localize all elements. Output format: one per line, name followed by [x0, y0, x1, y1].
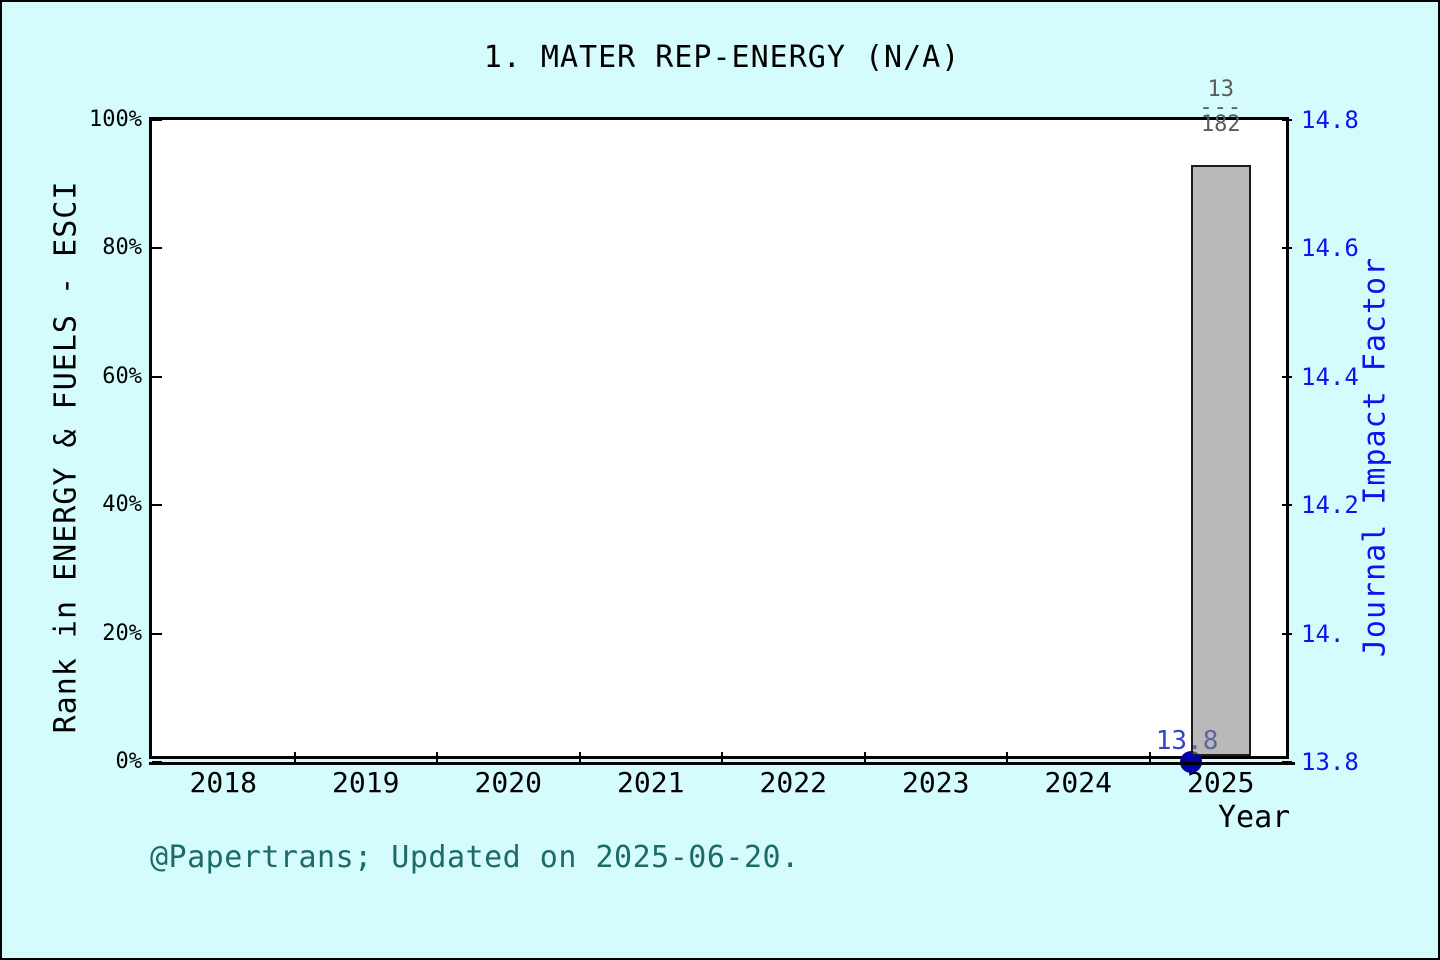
plot-area: 13.8 — [149, 117, 1295, 773]
right-axis-tick-label: 14. — [1301, 619, 1345, 648]
x-axis-tick — [436, 752, 438, 762]
x-axis-tick-label: 2024 — [1044, 766, 1112, 799]
rank-fraction-denominator: 182 — [1200, 112, 1241, 137]
x-axis-tick — [721, 752, 723, 762]
x-axis-tick — [1006, 752, 1008, 762]
right-axis-tick-label: 14.8 — [1301, 106, 1359, 134]
left-axis-tick-label: 20% — [102, 620, 142, 646]
chart-title: 1. MATER REP-ENERGY (N/A) — [483, 40, 961, 75]
x-axis-tick-label: 2023 — [902, 766, 970, 799]
left-axis-title: Rank in ENERGY & FUELS - ESCI — [48, 180, 84, 734]
x-axis-tick-label: 2025 — [1187, 766, 1255, 799]
right-axis-tick-label: 14.2 — [1301, 491, 1359, 520]
right-axis-tick-label: 13.8 — [1301, 748, 1359, 776]
left-axis-tick-label: 80% — [102, 235, 142, 261]
rank-fraction-numerator: 13 — [1207, 77, 1235, 102]
left-axis-tick — [152, 632, 162, 635]
right-axis-title: Journal Impact Factor — [1357, 256, 1393, 658]
x-axis-tick-label: 2020 — [474, 766, 542, 799]
right-axis-tick — [1282, 247, 1292, 250]
left-axis-tick-label: 0% — [115, 749, 143, 774]
x-axis-tick — [1148, 752, 1151, 762]
left-axis-tick — [152, 375, 162, 378]
left-axis-tick — [152, 247, 162, 250]
rank-percentile-bar — [1190, 165, 1251, 756]
x-axis-tick — [863, 752, 866, 762]
x-axis-line — [149, 762, 1295, 765]
left-axis-tick — [152, 504, 162, 507]
right-axis-tick — [1282, 504, 1292, 507]
left-axis-tick — [152, 119, 162, 121]
x-axis-tick-label: 2018 — [189, 766, 257, 799]
footer-credit: @Papertrans; Updated on 2025-06-20. — [150, 840, 800, 875]
right-axis-tick-label: 14.4 — [1301, 362, 1359, 391]
x-axis-tick — [293, 752, 296, 762]
right-axis-tick — [1282, 375, 1292, 378]
x-axis-tick-label: 2019 — [332, 766, 400, 799]
left-axis-tick-label: 40% — [102, 492, 142, 518]
x-axis-title: Year — [1218, 800, 1291, 835]
x-axis-tick-label: 2022 — [759, 766, 827, 799]
right-axis-tick — [1282, 632, 1292, 635]
rank-fraction-label: 13 --- 182 — [1199, 78, 1242, 137]
right-axis-tick-label: 14.6 — [1301, 234, 1359, 263]
x-axis-tick-label: 2021 — [617, 766, 685, 799]
x-axis-tick — [578, 752, 581, 762]
left-axis-tick-label: 100% — [89, 107, 142, 132]
left-axis-tick-label: 60% — [102, 363, 142, 389]
right-axis-tick — [1282, 119, 1292, 121]
